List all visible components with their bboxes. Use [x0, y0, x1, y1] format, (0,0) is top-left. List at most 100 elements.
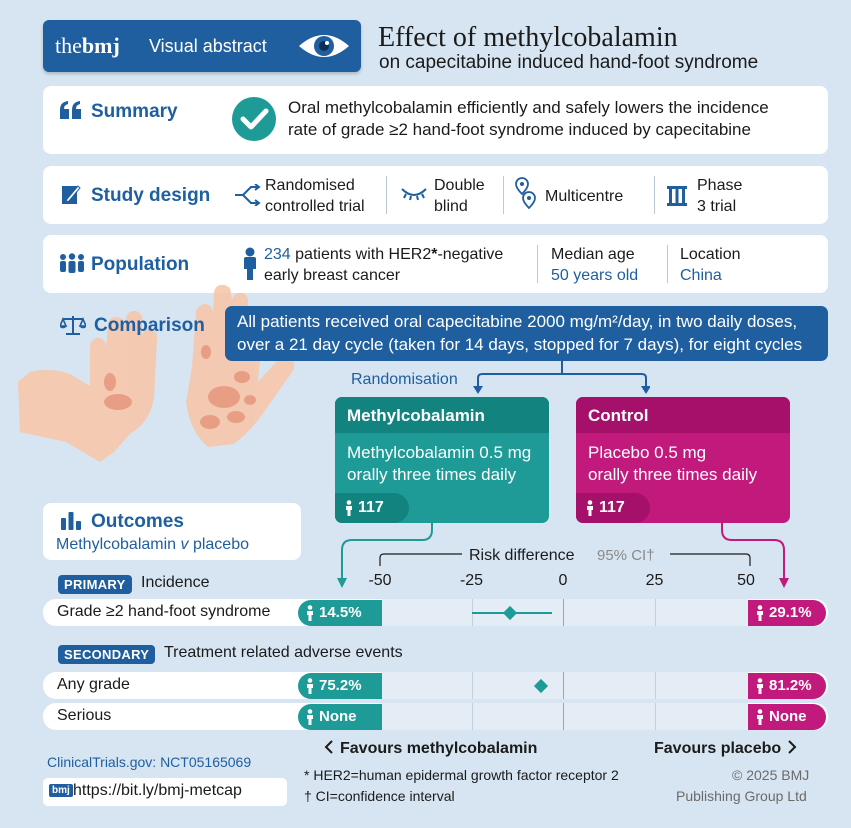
randomise-icon: [235, 184, 261, 206]
primary-label: Incidence: [141, 574, 210, 591]
control-value-pill: None: [748, 703, 826, 730]
closed-eye-icon: [401, 188, 427, 201]
page-title: Effect of methylcobalamin: [378, 22, 678, 53]
ci-label: 95% CI†: [597, 547, 655, 564]
outcome-row: Any grade 75.2% 81.2%: [43, 672, 828, 699]
page-subtitle: on capecitabine induced hand-foot syndro…: [379, 52, 759, 73]
axis-tick-label: 25: [645, 572, 664, 589]
outcome-row: Serious None None: [43, 703, 828, 730]
url-box[interactable]: bmj https://bit.ly/bmj-metcap: [43, 778, 287, 806]
treatment-arm-header: [335, 397, 549, 433]
age-label: Median age: [551, 246, 635, 263]
chevron-left-icon: [324, 740, 333, 754]
control-arm-title: Control: [588, 406, 649, 425]
bar-chart-icon: [61, 512, 81, 530]
design-item-4-line1: Phase: [697, 177, 743, 194]
person-icon: [244, 247, 256, 280]
gridline: [563, 703, 564, 730]
divider: [503, 176, 504, 214]
eye-icon: [299, 35, 349, 57]
outcomes-card: Outcomes Methylcobalamin v placebo: [43, 503, 301, 560]
control-n-pill: 117: [576, 493, 650, 523]
quote-icon: [60, 101, 81, 119]
brand-logo: thebmj: [55, 33, 120, 58]
gridline: [563, 599, 564, 626]
footnote-ci: † CI=confidence interval: [304, 788, 455, 804]
population-count: 234: [264, 246, 291, 263]
randomisation-arrows: [473, 360, 650, 394]
phase-icon: [667, 186, 687, 206]
treatment-value-pill: 14.5%: [298, 599, 382, 626]
copyright-1: © 2025 BMJ: [732, 767, 810, 783]
secondary-tag: SECONDARY: [58, 645, 156, 664]
randomisation-label: Randomisation: [351, 371, 458, 388]
comparison-box: All patients received oral capecitabine …: [225, 306, 828, 361]
url-link[interactable]: https://bit.ly/bmj-metcap: [73, 782, 242, 799]
outcomes-subtitle: Methylcobalamin v placebo: [56, 536, 249, 553]
trial-registration: ClinicalTrials.gov: NCT05165069: [47, 754, 252, 770]
divider: [654, 176, 655, 214]
scales-icon: [60, 316, 86, 335]
treatment-arm-title: Methylcobalamin: [347, 406, 485, 425]
design-item-2-line2: blind: [434, 198, 468, 215]
gridline: [654, 599, 656, 626]
arm-connectors: [337, 522, 789, 588]
risk-difference-label: Risk difference: [469, 547, 575, 564]
age-value: 50 years old: [551, 267, 639, 284]
gridline: [471, 703, 473, 730]
axis-tick-label: -25: [459, 572, 484, 589]
bmj-mini-logo: bmj: [49, 784, 73, 797]
primary-tag: PRIMARY: [58, 575, 132, 594]
chevron-right-icon: [788, 740, 797, 754]
design-item-4-line2: 3 trial: [697, 198, 737, 215]
risk-bracket: [379, 553, 751, 566]
plot-area: [382, 599, 748, 626]
favours-left: Favours methylcobalamin: [324, 740, 537, 758]
divider: [537, 245, 538, 283]
location-label: Location: [680, 246, 741, 263]
design-item-2-line1: Double: [434, 177, 485, 194]
header-badge: thebmj Visual abstract: [43, 20, 361, 72]
secondary-label: Treatment related adverse events: [164, 644, 403, 661]
population-desc-line1: 234 patients with HER2*-negative: [264, 246, 504, 263]
location-pins-icon: [515, 177, 536, 210]
gridline: [563, 672, 564, 699]
population-card: Population 234 patients with HER2*-negat…: [43, 235, 828, 293]
design-item-3: Multicentre: [545, 188, 624, 205]
study-design-card: Study design Randomised controlled trial…: [43, 166, 828, 224]
summary-text-2: rate of grade ≥2 hand-foot syndrome indu…: [288, 120, 751, 139]
control-arm-line1: Placebo 0.5 mg: [588, 443, 707, 462]
design-item-1-line1: Randomised: [265, 177, 355, 194]
hands-illustration: [18, 284, 295, 462]
population-label: Population: [91, 254, 190, 275]
outcome-name: Serious: [57, 707, 112, 724]
comparison-text-2: over a 21 day cycle (taken for 14 days, …: [237, 335, 803, 354]
summary-card: Summary Oral methylcobalamin efficiently…: [43, 86, 828, 154]
control-value-pill: 81.2%: [748, 672, 826, 699]
copyright-2: Publishing Group Ltd: [676, 788, 807, 804]
treatment-n-pill: 117: [335, 493, 409, 523]
divider: [667, 245, 668, 283]
design-item-1-line2: controlled trial: [265, 198, 365, 215]
divider: [386, 176, 387, 214]
gridline: [471, 672, 473, 699]
summary-label: Summary: [91, 101, 178, 122]
people-icon: [60, 253, 84, 273]
axis-tick-label: 0: [558, 572, 568, 589]
outcome-name: Any grade: [57, 676, 130, 693]
population-desc-line2: early breast cancer: [264, 267, 401, 284]
treatment-value-pill: None: [298, 703, 382, 730]
location-value: China: [680, 267, 722, 284]
axis-tick-label: 50: [737, 572, 755, 589]
plot-area: [382, 703, 748, 730]
favours-right: Favours placebo: [654, 740, 797, 758]
control-arm-header: [576, 397, 790, 433]
axis-tick-label: -50: [368, 572, 392, 589]
plot-area: [382, 672, 748, 699]
outcome-name: Grade ≥2 hand-foot syndrome: [57, 603, 271, 620]
badge-label: Visual abstract: [149, 36, 267, 56]
treatment-arm-line1: Methylcobalamin 0.5 mg: [347, 443, 532, 462]
summary-text-1: Oral methylcobalamin efficiently and saf…: [288, 98, 769, 117]
outcomes-label: Outcomes: [91, 511, 184, 532]
